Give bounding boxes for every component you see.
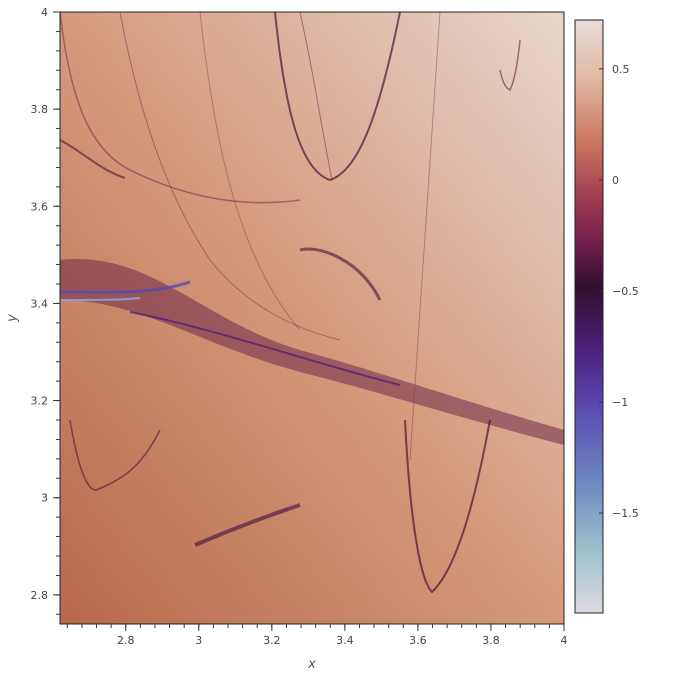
colorbar [574, 19, 604, 614]
y-tick-label: 3 [41, 492, 48, 505]
colorbar-tick-label: 0.5 [612, 63, 630, 76]
plot-frame [59, 11, 565, 625]
colorbar-tick-label: −0.5 [612, 285, 639, 298]
heatmap-image [60, 12, 564, 624]
x-tick-label: 3.6 [409, 634, 427, 647]
y-tick-label: 3.8 [31, 103, 49, 116]
x-axis: 2.8 3 3.2 3.4 3.6 3.8 4 [66, 624, 568, 647]
y-axis: 2.8 3 3.2 3.4 3.6 3.8 4 [31, 6, 60, 615]
colorbar-tick-label: 0 [612, 174, 619, 187]
colorbar-ticks: 0.5 0 −0.5 −1 −1.5 [599, 63, 639, 520]
y-tick-label: 3.2 [31, 395, 49, 408]
x-tick-label: 3.2 [263, 634, 281, 647]
x-tick-label: 4 [561, 634, 568, 647]
y-tick-label: 4 [41, 6, 48, 19]
x-tick-label: 2.8 [117, 634, 135, 647]
y-tick-label: 2.8 [31, 589, 49, 602]
colorbar-tick-label: −1.5 [612, 507, 639, 520]
colorbar-tick-label: −1 [612, 396, 628, 409]
x-tick-label: 3.4 [336, 634, 354, 647]
x-tick-label: 3 [195, 634, 202, 647]
y-tick-label: 3.4 [31, 297, 49, 310]
y-tick-label: 3.6 [31, 200, 49, 213]
x-axis-title: x [307, 657, 316, 672]
x-tick-label: 3.8 [482, 634, 500, 647]
y-axis-title: y [5, 314, 20, 323]
